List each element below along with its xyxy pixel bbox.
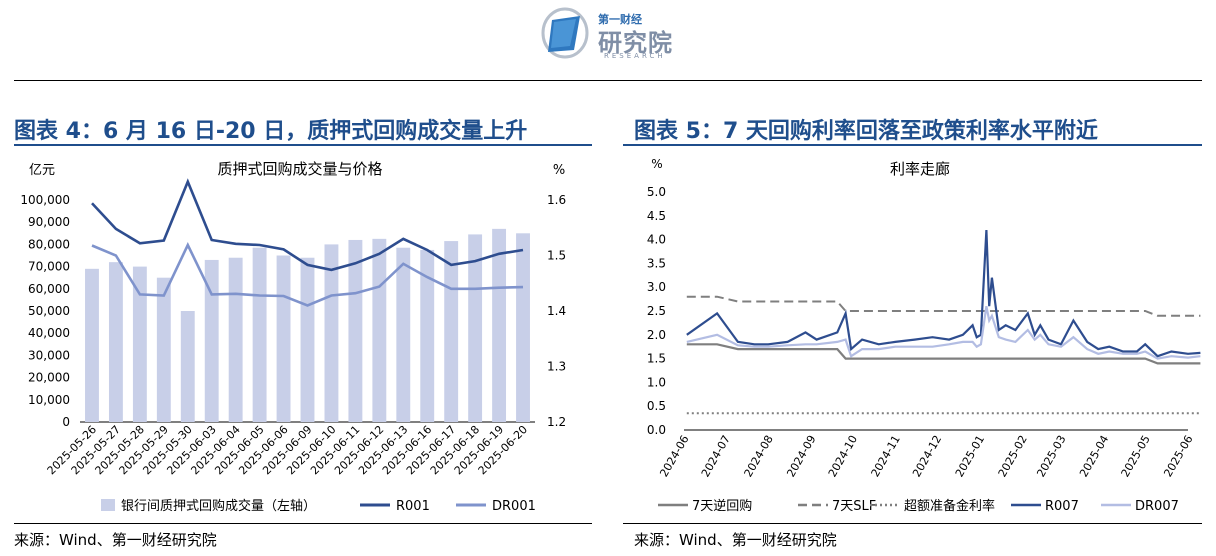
logo-english-text: RESEARCH [604,52,666,60]
volume-bar [324,244,339,422]
right-chart-y-tick-label: 0.5 [647,399,666,413]
right-y-tick-label: 1.4 [547,304,566,318]
right-chart: 利率走廊 % 0.0 0.5 1.0 1.5 2.0 2.5 3.0 3.5 4.0 4.5 5.0… [647,157,1201,514]
dr001-line [91,241,524,307]
legend-label-r007: R007 [1045,499,1079,514]
volume-bar [468,234,483,422]
right-y-tick-label: 1.5 [547,249,566,263]
left-y-tick-label: 90,000 [28,215,70,229]
legend-label-7天逆回购: 7天逆回购 [692,498,752,514]
right-chart-x-tick-label: 2025-04 [1077,433,1111,479]
right-source-rule [623,523,1202,524]
header-divider [14,80,1202,81]
right-chart-y-tick-label: 2.5 [647,304,666,318]
right-source-text: 来源：Wind、第一财经研究院 [634,531,837,549]
legend-swatch-volume [101,499,115,511]
volume-bar [156,277,171,422]
r001-line [91,178,524,272]
series-line-r007 [686,230,1201,358]
volume-bar [444,241,459,422]
left-y-tick-label: 20,000 [28,371,70,385]
right-y-tick-label: 1.3 [547,360,566,374]
right-chart-y-tick-label: 1.5 [647,352,666,366]
left-y-tick-label: 80,000 [28,237,70,251]
right-chart-x-tick-label: 2024-10 [826,433,860,479]
left-source-rule [14,523,592,524]
left-y-tick-label: 0 [62,415,70,429]
legend-label-dr001: DR001 [492,499,536,514]
left-y-tick-label: 10,000 [28,393,70,407]
right-chart-y-tick-label: 4.5 [647,209,666,223]
volume-bar [85,268,99,422]
right-chart-y-tick-label: 4.0 [647,233,666,247]
right-chart-x-tick-label: 2025-06 [1161,433,1195,479]
volume-bar [276,255,291,422]
volume-bar [108,262,123,422]
right-chart-y-tick-label: 3.5 [647,256,666,270]
right-chart-x-tick-label: 2025-02 [996,433,1030,479]
left-panel-title: 图表 4：6 月 16 日-20 日，质押式回购成交量上升 [14,119,528,144]
right-y-tick-label: 1.2 [547,415,566,429]
volume-bar [348,239,363,422]
left-y-tick-label: 30,000 [28,348,70,362]
right-y-tick-label: 1.6 [547,193,566,207]
right-chart-title: 利率走廊 [890,160,950,178]
volume-bar [204,259,219,422]
logo-emblem-icon [540,6,590,60]
left-source-text: 来源：Wind、第一财经研究院 [14,531,217,549]
series-line-7天slf [686,295,1201,317]
volume-bar [252,247,267,422]
legend-label-超额准备金利率: 超额准备金利率 [904,498,995,514]
legend-label-dr007: DR007 [1135,499,1179,514]
series-line-dr007 [686,305,1201,360]
volume-bar [516,233,530,422]
left-title-rule [14,144,592,146]
right-chart-y-tick-label: 5.0 [647,185,666,199]
left-y-tick-label: 100,000 [20,193,70,207]
left-y-axis-label: 亿元 [29,163,55,178]
right-chart-y-tick-label: 1.0 [647,375,666,389]
right-chart-x-tick-label: 2024-08 [742,433,776,479]
legend-label-7天slf: 7天SLF [832,499,876,514]
right-chart-x-tick-label: 2025-03 [1034,433,1068,479]
left-chart-title: 质押式回购成交量与价格 [217,160,382,178]
right-chart-x-tick-label: 2024-06 [657,433,691,479]
volume-bar [228,257,243,422]
left-y-tick-label: 40,000 [28,326,70,340]
volume-bar [132,266,147,422]
volume-bar [372,238,387,422]
right-panel-title: 图表 5：7 天回购利率回落至政策利率水平附近 [634,119,1098,144]
volume-bar [300,257,315,422]
right-y-axis-label: % [553,163,565,178]
volume-bar [492,228,507,422]
left-chart: 质押式回购成交量与价格 亿元 % 0 10,000 20,000 30,000 40,0… [20,160,566,514]
logo-small-text: 第一财经 [598,13,642,26]
right-title-rule [623,144,1202,146]
left-y-tick-label: 70,000 [28,260,70,274]
series-line-7天逆回购 [686,343,1201,365]
volume-bar [180,311,195,422]
left-y-tick-label: 50,000 [28,304,70,318]
volume-bar [420,249,435,422]
right-chart-y-tick-label: 3.0 [647,280,666,294]
logo-big-text: 研究院 [598,29,673,57]
right-chart-y-tick-label: 2.0 [647,328,666,342]
legend-label-r001: R001 [396,499,430,514]
right-chart-x-tick-label: 2024-12 [910,433,944,479]
legend-label-volume: 银行间质押式回购成交量（左轴） [121,498,316,514]
left-y-tick-label: 60,000 [28,282,70,296]
right-chart-x-tick-label: 2025-01 [953,433,987,479]
right-chart-x-tick-label: 2024-07 [699,433,733,479]
right-chart-x-tick-label: 2024-09 [784,433,818,479]
right-chart-y-tick-label: 0.0 [647,423,666,437]
right-chart-x-tick-label: 2025-05 [1119,433,1153,479]
right-chart-y-label: % [651,157,662,171]
right-chart-x-tick-label: 2024-11 [869,433,903,479]
volume-bar [396,247,411,422]
